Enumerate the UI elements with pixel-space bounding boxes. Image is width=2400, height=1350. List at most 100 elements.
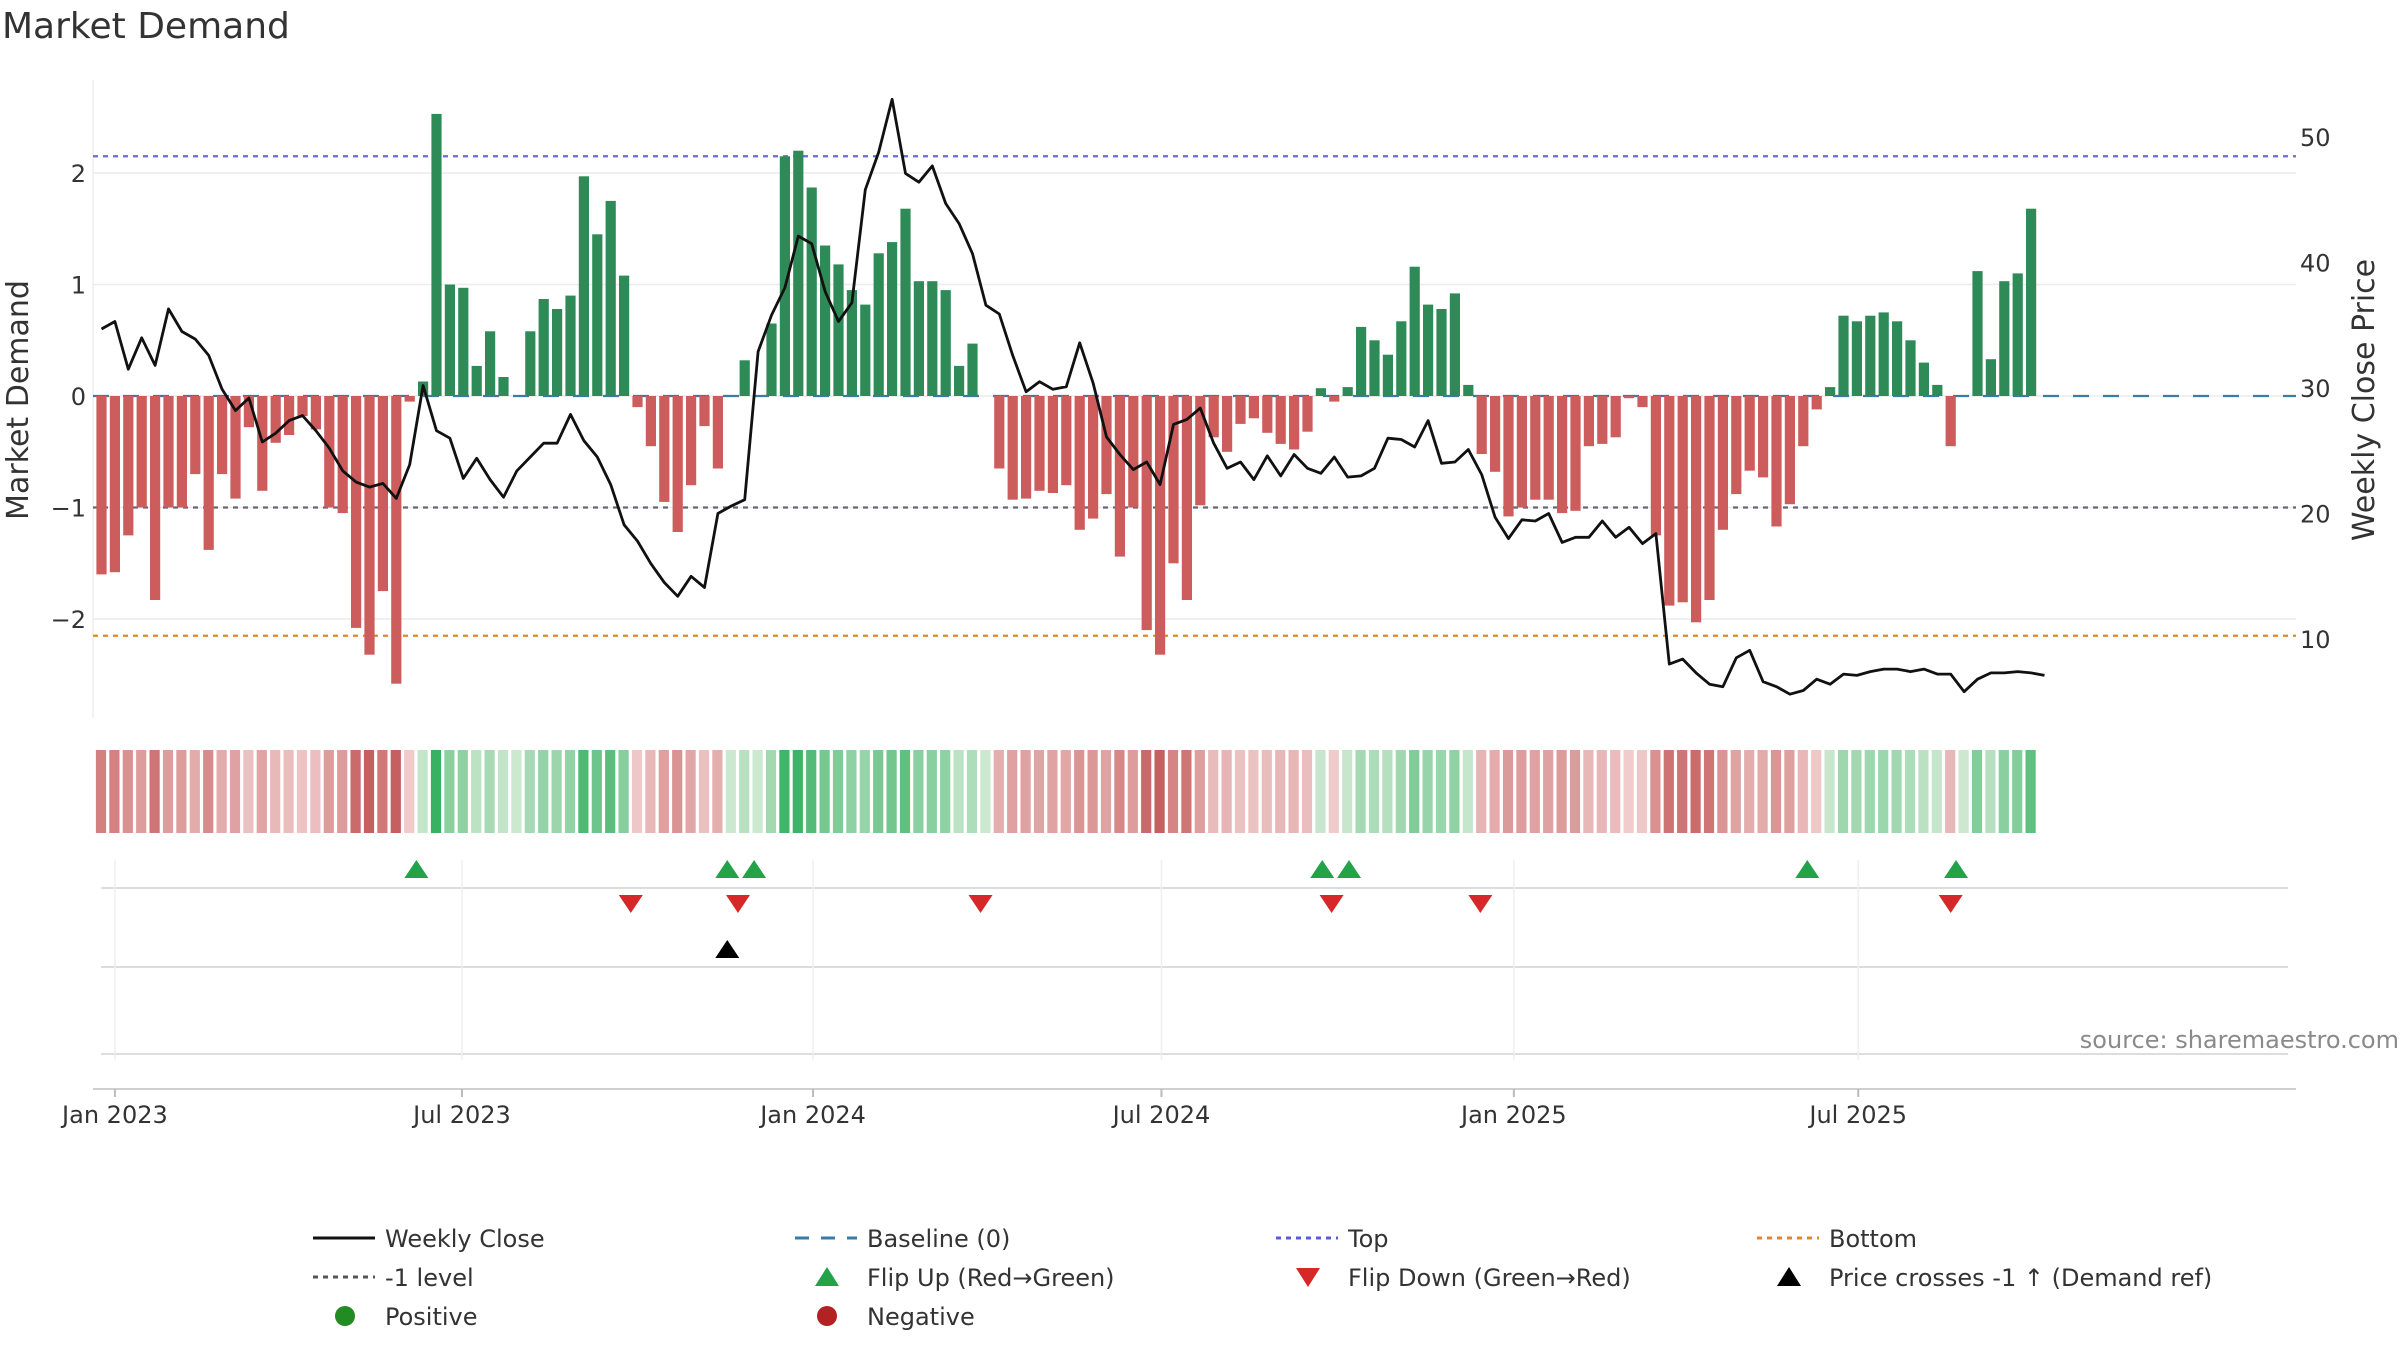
demand-bar: [793, 150, 804, 396]
demand-bar: [2012, 273, 2023, 396]
heat-cell: [337, 750, 348, 833]
heat-cell: [1837, 750, 1849, 833]
demand-bar: [605, 200, 616, 396]
legend-swatch: [1296, 1268, 1320, 1287]
demand-bar: [927, 281, 938, 396]
heat-cell: [229, 750, 241, 833]
flip-up-marker: [1337, 860, 1362, 878]
heat-cell: [940, 750, 951, 833]
demand-bar: [887, 242, 898, 396]
flip-down-marker: [1319, 895, 1344, 913]
weekly-close-line-group: [100, 97, 2045, 696]
demand-bar: [1530, 396, 1541, 500]
demand-bar: [1851, 321, 1862, 396]
demand-bar: [1342, 387, 1353, 396]
demand-bar: [1731, 396, 1742, 495]
heat-cell: [256, 750, 267, 833]
demand-bar: [699, 396, 710, 427]
heat-cell: [792, 750, 803, 833]
heat-cell: [243, 750, 254, 833]
heat-cell: [1998, 750, 2009, 833]
demand-bar: [2026, 208, 2037, 396]
flip-down-marker: [726, 895, 750, 913]
heat-cell: [1690, 750, 1701, 833]
demand-bar: [820, 245, 831, 396]
heat-cell: [1275, 750, 1286, 833]
heat-cell: [1221, 750, 1232, 833]
demand-bar: [351, 396, 362, 628]
price-cross-marker: [715, 940, 740, 958]
demand-bar: [337, 396, 348, 514]
demand-bar: [310, 396, 321, 430]
flip-up-marker: [715, 860, 740, 878]
demand-bar: [1677, 396, 1688, 603]
heat-cell: [645, 750, 656, 833]
demand-bar: [1114, 396, 1125, 557]
demand-bar: [1275, 396, 1286, 444]
legend-label: Negative: [867, 1303, 975, 1331]
heat-cell: [1489, 750, 1500, 833]
demand-bar: [458, 287, 469, 396]
demand-bar: [1838, 315, 1849, 396]
heat-cell: [658, 750, 669, 833]
heat-cell: [913, 750, 924, 833]
demand-bar: [1784, 396, 1795, 505]
heat-cell: [1583, 750, 1594, 833]
heat-cell: [1074, 750, 1085, 833]
heat-cell: [685, 750, 696, 833]
heat-cell: [1087, 750, 1098, 833]
demand-bar: [1878, 312, 1889, 396]
demand-bar: [1985, 359, 1996, 396]
heat-cell: [806, 750, 817, 833]
legend-label: Baseline (0): [867, 1225, 1010, 1253]
demand-bar: [1516, 396, 1527, 508]
demand-bar: [833, 264, 844, 396]
heat-cell: [1007, 750, 1018, 833]
demand-bar: [846, 290, 857, 396]
demand-bar: [1329, 396, 1340, 402]
heat-cell: [1141, 750, 1152, 833]
demand-bar: [1543, 396, 1554, 500]
heat-cell: [1422, 750, 1433, 833]
legend-label: Weekly Close: [385, 1225, 545, 1253]
demand-bar: [391, 396, 402, 684]
flip-down-marker: [1468, 895, 1493, 913]
heat-cell: [752, 750, 763, 833]
heat-cell: [1945, 750, 1956, 833]
heat-cell: [1770, 750, 1782, 833]
heat-cell: [296, 750, 308, 833]
heat-cell: [538, 750, 549, 833]
demand-bar: [284, 396, 295, 435]
heat-cell: [189, 750, 200, 833]
heat-cell: [832, 750, 844, 833]
heat-cell: [2025, 750, 2036, 833]
demand-bar: [1302, 396, 1313, 432]
heat-cell: [203, 750, 214, 833]
heat-cell: [162, 750, 174, 833]
demand-bar: [1798, 396, 1809, 447]
demand-bar: [1289, 396, 1300, 450]
demand-bar: [525, 331, 536, 396]
heat-cell: [1744, 750, 1755, 833]
demand-bar: [1825, 387, 1836, 396]
heat-cell: [1596, 750, 1607, 833]
legend-swatch: [1777, 1267, 1801, 1286]
flip-up-marker: [404, 860, 429, 878]
heat-cell: [1395, 750, 1406, 833]
left-tick-label: −1: [51, 495, 86, 523]
demand-bar: [538, 299, 549, 396]
right-tick-label: 30: [2300, 375, 2331, 403]
heat-cell: [363, 750, 375, 833]
demand-bar: [1583, 396, 1594, 447]
heat-cell: [873, 750, 884, 833]
heat-cell: [511, 750, 522, 833]
demand-bar: [1503, 396, 1514, 517]
demand-bar: [1007, 396, 1018, 500]
heat-cell: [765, 750, 777, 833]
demand-bar: [1047, 396, 1058, 493]
demand-bar: [1744, 396, 1755, 471]
flip-down-marker: [618, 895, 643, 913]
heat-cell: [444, 750, 455, 833]
heat-cell: [1368, 750, 1380, 833]
demand-bar: [766, 323, 777, 396]
